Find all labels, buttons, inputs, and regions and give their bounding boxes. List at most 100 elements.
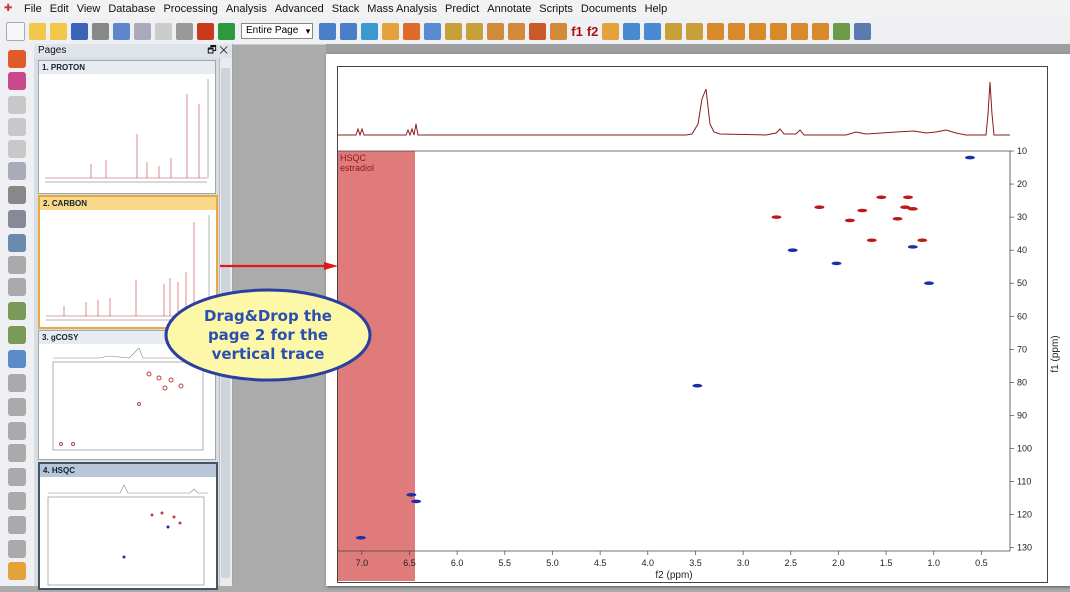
align-icon[interactable]: [8, 162, 26, 180]
menu-database[interactable]: Database: [108, 3, 156, 15]
positive-crosspeak[interactable]: [917, 238, 928, 243]
text-icon[interactable]: [8, 140, 26, 158]
copy-icon[interactable]: [134, 22, 151, 40]
print-icon[interactable]: [92, 22, 109, 40]
ring-icon[interactable]: [8, 540, 26, 558]
menu-help[interactable]: Help: [644, 3, 668, 15]
table-icon[interactable]: [8, 302, 26, 320]
gear-icon[interactable]: [8, 234, 26, 252]
positive-crosspeak[interactable]: [876, 195, 887, 200]
menu-annotate[interactable]: Annotate: [487, 3, 532, 15]
integrate-icon[interactable]: [424, 22, 442, 40]
multiplet-auto-icon[interactable]: [466, 22, 484, 40]
positive-crosspeak[interactable]: [892, 216, 903, 221]
negative-crosspeak[interactable]: [787, 248, 798, 252]
menu-file[interactable]: File: [24, 3, 42, 15]
zoom-in-icon[interactable]: [319, 22, 337, 40]
menu-stack[interactable]: Stack: [331, 3, 360, 15]
menu-analysis[interactable]: Analysis: [225, 3, 267, 15]
zoom-fit-icon[interactable]: [361, 22, 379, 40]
pin-close-icon[interactable]: 🗗 ✕: [207, 45, 228, 56]
negative-crosspeak[interactable]: [355, 535, 366, 540]
menu-mass-analysis[interactable]: Mass Analysis: [367, 3, 437, 15]
peak-pick-icon[interactable]: [403, 22, 421, 40]
hsqc-spectrum[interactable]: HSQC estradiol 7.0 6.5 6.0 5.5 5.0 4.5 4.0 3.5 3…: [326, 54, 1070, 586]
open-folder-icon[interactable]: [29, 22, 46, 40]
negative-crosspeak[interactable]: [907, 245, 918, 249]
image-icon[interactable]: [8, 398, 26, 416]
shape-icon[interactable]: [8, 374, 26, 392]
negative-crosspeak[interactable]: [831, 261, 842, 266]
f1-button[interactable]: f1: [571, 23, 583, 39]
peak-auto-icon[interactable]: [508, 22, 526, 40]
negative-crosspeak[interactable]: [692, 383, 703, 388]
brush-icon[interactable]: [8, 278, 26, 296]
open-recent-icon[interactable]: [50, 22, 67, 40]
cut-icon[interactable]: [155, 22, 172, 40]
negative-crosspeak[interactable]: [923, 281, 934, 286]
phase-icon[interactable]: [623, 22, 641, 40]
negative-crosspeak[interactable]: [964, 155, 975, 160]
reaction-icon[interactable]: [8, 492, 26, 510]
report-icon[interactable]: [8, 326, 26, 344]
apodize-icon[interactable]: [686, 22, 704, 40]
zoom-select[interactable]: Entire Page: [241, 23, 314, 39]
vertical-trace-strip[interactable]: [338, 151, 415, 581]
positive-crosspeak[interactable]: [857, 208, 868, 213]
divide-icon[interactable]: [8, 210, 26, 228]
symmetrize-icon[interactable]: [728, 22, 746, 40]
page-thumbnail-2[interactable]: 2. CARBON: [38, 195, 218, 329]
positive-crosspeak[interactable]: [814, 205, 825, 209]
positive-crosspeak[interactable]: [844, 218, 855, 223]
redo-icon[interactable]: [218, 22, 235, 40]
f2-button[interactable]: f2: [586, 23, 599, 39]
export-icon[interactable]: [113, 22, 130, 40]
pencil-icon[interactable]: [8, 256, 26, 274]
paste-icon[interactable]: [176, 22, 193, 40]
chart-icon[interactable]: [854, 22, 872, 40]
contour-icon[interactable]: [770, 22, 788, 40]
multiplet-icon[interactable]: [445, 22, 463, 40]
draw-rect-icon[interactable]: [8, 118, 26, 136]
new-document-icon[interactable]: [6, 21, 25, 41]
peaks-icon[interactable]: [8, 422, 26, 440]
zoom-out-icon[interactable]: [340, 22, 358, 40]
cross-icon[interactable]: [8, 186, 26, 204]
menu-processing[interactable]: Processing: [163, 3, 218, 15]
attach-icon[interactable]: [8, 562, 26, 580]
trace-icon[interactable]: [550, 22, 568, 40]
delete-icon[interactable]: [8, 50, 26, 68]
fourier-icon[interactable]: [707, 22, 725, 40]
positive-crosspeak[interactable]: [866, 238, 877, 243]
negative-crosspeak[interactable]: [411, 499, 422, 504]
menu-predict[interactable]: Predict: [445, 3, 480, 15]
percent-icon[interactable]: [8, 516, 26, 534]
baseline-icon[interactable]: [644, 22, 662, 40]
grid-icon[interactable]: [8, 350, 26, 368]
positive-crosspeak[interactable]: [771, 215, 782, 219]
menu-view[interactable]: View: [76, 3, 101, 15]
page-thumbnail-4[interactable]: 4. HSQC: [38, 462, 218, 590]
projection-icon[interactable]: [749, 22, 767, 40]
menu-edit[interactable]: Edit: [49, 3, 69, 15]
menu-scripts[interactable]: Scripts: [539, 3, 573, 15]
crosshair-icon[interactable]: [529, 22, 547, 40]
stack-icon[interactable]: [791, 22, 809, 40]
positive-crosspeak[interactable]: [900, 205, 911, 209]
save-icon[interactable]: [71, 22, 88, 40]
fid-icon[interactable]: [602, 22, 620, 40]
negative-crosspeak[interactable]: [406, 493, 417, 497]
layout-icon[interactable]: [8, 72, 26, 90]
pan-icon[interactable]: [382, 22, 400, 40]
undo-icon[interactable]: [197, 22, 214, 40]
page-thumbnail-1[interactable]: 1. PROTON: [38, 60, 216, 194]
molecule-icon[interactable]: [833, 22, 851, 40]
molecule-tool-icon[interactable]: [8, 468, 26, 486]
positive-crosspeak[interactable]: [907, 207, 918, 211]
draw-line-icon[interactable]: [8, 96, 26, 114]
menu-advanced[interactable]: Advanced: [274, 3, 324, 15]
wave-icon[interactable]: [8, 444, 26, 462]
menu-documents[interactable]: Documents: [580, 3, 637, 15]
reference-icon[interactable]: [665, 22, 683, 40]
positive-crosspeak[interactable]: [903, 195, 914, 200]
